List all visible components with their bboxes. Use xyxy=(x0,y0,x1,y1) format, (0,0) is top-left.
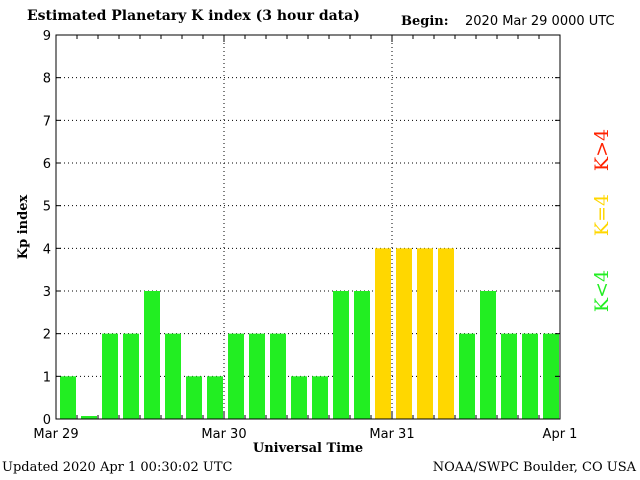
kp-bar xyxy=(333,291,349,419)
begin-value: 2020 Mar 29 0000 UTC xyxy=(465,14,615,29)
data-source: NOAA/SWPC Boulder, CO USA xyxy=(432,460,636,475)
kp-bar xyxy=(417,248,433,419)
kp-bar xyxy=(123,333,139,419)
updated-timestamp: Updated 2020 Apr 1 00:30:02 UTC xyxy=(2,460,233,475)
chart-title: Estimated Planetary K index (3 hour data… xyxy=(27,8,360,24)
y-tick-label: 7 xyxy=(43,114,51,129)
kp-bar xyxy=(249,333,265,419)
kp-bar xyxy=(186,376,202,419)
kp-bar xyxy=(375,248,391,419)
kp-bar xyxy=(291,376,307,419)
kp-bar xyxy=(438,248,454,419)
legend-k-gt-4: K>4 xyxy=(591,129,613,171)
legend-k-lt-4: K<4 xyxy=(591,270,613,312)
y-tick-label: 0 xyxy=(43,413,51,428)
y-tick-label: 6 xyxy=(43,157,51,172)
x-day-label: Apr 1 xyxy=(543,427,578,442)
ticks-layer xyxy=(55,34,561,420)
kp-bar xyxy=(480,291,496,419)
x-day-label: Mar 30 xyxy=(201,427,246,442)
kp-bar xyxy=(270,333,286,419)
labels-layer: 0 1 2 3 4 5 6 7 8 9 Mar 29 Mar 30 Mar 31 Apr 1 xyxy=(33,29,577,442)
kp-bar xyxy=(501,333,517,419)
x-day-label: Mar 31 xyxy=(369,427,414,442)
kp-bar xyxy=(396,248,412,419)
begin-label: Begin: xyxy=(401,14,449,29)
y-tick-label: 4 xyxy=(43,242,51,257)
legend-k-eq-4: K=4 xyxy=(591,194,613,236)
kp-bar xyxy=(228,333,244,419)
kp-bar xyxy=(60,376,76,419)
kp-bar xyxy=(102,333,118,419)
x-axis-title: Universal Time xyxy=(253,441,363,456)
kp-bar xyxy=(165,333,181,419)
y-tick-label: 3 xyxy=(43,285,51,300)
kp-bar xyxy=(459,333,475,419)
kp-bar xyxy=(522,333,538,419)
y-tick-label: 2 xyxy=(43,328,51,343)
kp-bar xyxy=(81,416,97,419)
y-axis-title: Kp index xyxy=(16,195,31,260)
kp-bar xyxy=(207,376,223,419)
y-tick-label: 8 xyxy=(43,72,51,87)
bars-layer xyxy=(60,248,559,419)
x-day-label: Mar 29 xyxy=(33,427,78,442)
kp-bar xyxy=(354,291,370,419)
y-tick-label: 5 xyxy=(43,200,51,215)
kp-bar xyxy=(144,291,160,419)
kp-bar xyxy=(312,376,328,419)
y-tick-label: 9 xyxy=(43,29,51,44)
y-tick-label: 1 xyxy=(43,370,51,385)
kp-bar xyxy=(543,333,559,419)
